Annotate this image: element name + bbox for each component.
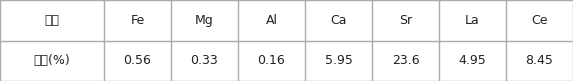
Text: Ca: Ca	[330, 14, 347, 27]
Text: 8.45: 8.45	[525, 54, 554, 67]
Text: 0.16: 0.16	[257, 54, 285, 67]
Text: Al: Al	[265, 14, 277, 27]
Text: 5.95: 5.95	[324, 54, 352, 67]
Text: Sr: Sr	[399, 14, 412, 27]
Text: 함량(%): 함량(%)	[34, 54, 70, 67]
Text: 0.33: 0.33	[191, 54, 218, 67]
Text: 23.6: 23.6	[391, 54, 419, 67]
Text: Mg: Mg	[195, 14, 214, 27]
Text: 4.95: 4.95	[458, 54, 486, 67]
Text: 0.56: 0.56	[123, 54, 151, 67]
Text: Fe: Fe	[130, 14, 144, 27]
Text: La: La	[465, 14, 480, 27]
Text: Ce: Ce	[531, 14, 548, 27]
Text: 성분: 성분	[45, 14, 60, 27]
